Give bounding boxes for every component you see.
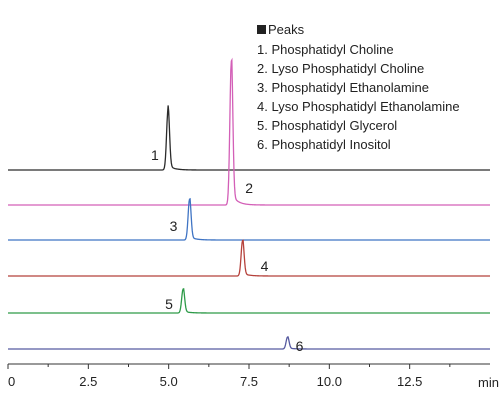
trace-5 (8, 287, 490, 314)
traces (8, 57, 490, 350)
x-tick-label: 12.5 (397, 374, 422, 389)
peak-label-2: 2 (245, 180, 253, 196)
x-tick-label: 7.5 (240, 374, 258, 389)
legend-entries: 1. Phosphatidyl Choline 2. Lyso Phosphati… (257, 42, 460, 152)
trace-1 (8, 105, 490, 171)
trace-3 (8, 197, 490, 241)
peak-label-4: 4 (261, 258, 269, 274)
legend-entry: 2. Lyso Phosphatidyl Choline (257, 61, 424, 76)
legend-entry: 1. Phosphatidyl Choline (257, 42, 394, 57)
legend-entry: 3. Phosphatidyl Ethanolamine (257, 80, 429, 95)
peak-label-6: 6 (296, 338, 304, 354)
legend-entry: 6. Phosphatidyl Inositol (257, 137, 391, 152)
trace-2 (8, 57, 490, 206)
x-tick-label: 10.0 (317, 374, 342, 389)
legend-entry: 4. Lyso Phosphatidyl Ethanolamine (257, 99, 460, 114)
trace-4 (8, 239, 490, 277)
legend-title: Peaks (268, 22, 305, 37)
peak-labels: 1 2 3 4 5 6 (151, 147, 304, 354)
peak-label-3: 3 (170, 218, 178, 234)
legend-entry: 5. Phosphatidyl Glycerol (257, 118, 397, 133)
trace-6 (8, 336, 490, 350)
x-tick-label: 5.0 (160, 374, 178, 389)
legend: Peaks 1. Phosphatidyl Choline 2. Lyso Pho… (257, 22, 460, 152)
x-ticks: 0 2.5 5.0 7.5 10.0 12.5 (7, 364, 451, 389)
legend-marker (257, 25, 266, 34)
x-tick-label: 0 (8, 374, 15, 389)
peak-label-5: 5 (165, 296, 173, 312)
x-tick-label: 2.5 (79, 374, 97, 389)
x-axis-unit-label: min (478, 375, 499, 390)
peak-label-1: 1 (151, 147, 159, 163)
